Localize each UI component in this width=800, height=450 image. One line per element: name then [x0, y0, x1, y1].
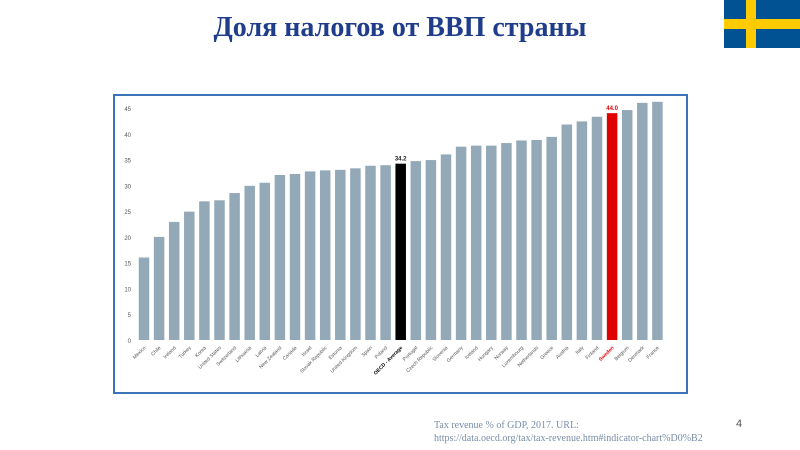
data-label: 44.0 [606, 106, 618, 112]
bar-lithuania [244, 185, 255, 340]
bar-slovenia [440, 154, 452, 340]
bars: 34.2 44.0 [138, 101, 663, 341]
y-tick-label: 45 [124, 107, 131, 113]
bar-netherlands [531, 139, 542, 340]
y-tick-label: 15 [124, 262, 131, 268]
bar-luxembourg [516, 140, 527, 340]
chart-frame: 0 5 10 15 20 25 30 35 40 45 34.2 44.0 Mexico Chile I… [113, 94, 688, 394]
bar-germany [455, 146, 467, 340]
bar-portugal [410, 161, 422, 340]
bar-switzerland [229, 193, 240, 340]
source-url: https://data.oecd.org/tax/tax-revenue.ht… [434, 433, 703, 444]
x-tick-label: Italy [575, 345, 586, 356]
bar-oecd-average [395, 163, 406, 340]
bar-turkey [184, 211, 195, 340]
y-tick-label: 10 [124, 287, 131, 293]
bar-korea [199, 201, 210, 340]
bar-norway [501, 143, 512, 340]
bar-mexico [138, 257, 150, 340]
bar-greece [546, 136, 557, 340]
bar-ireland [168, 221, 180, 340]
bar-new-zealand [274, 175, 286, 340]
data-label: 34.2 [395, 157, 407, 163]
y-tick-label: 0 [128, 339, 132, 345]
bar-spain [365, 165, 376, 340]
bar-austria [561, 124, 573, 341]
bar-latvia [259, 182, 271, 340]
y-axis: 0 5 10 15 20 25 30 35 40 45 [124, 107, 131, 345]
bar-united-states [214, 200, 225, 340]
source-line-1: Tax revenue % of GDP, 2017. URL: [434, 420, 579, 431]
page-number: 4 [736, 418, 743, 430]
bar-united-kingdom [350, 168, 361, 340]
bar-denmark [637, 102, 648, 340]
flag-cross-horizontal [724, 19, 800, 29]
bar-sweden [606, 113, 618, 341]
y-tick-label: 35 [124, 159, 131, 165]
source-citation: Tax revenue % of GDP, 2017. URL: https:/… [434, 419, 800, 445]
bar-finland [591, 116, 603, 341]
bar-poland [380, 165, 391, 340]
bar-canada [289, 173, 301, 340]
y-tick-label: 25 [124, 210, 131, 216]
bar-france [652, 101, 663, 341]
bar-belgium [621, 110, 633, 340]
y-tick-label: 40 [124, 133, 131, 139]
flag-cross-vertical [746, 0, 756, 48]
bar-slovak-republic [319, 170, 331, 340]
bar-israel [304, 171, 316, 340]
bar-chile [153, 236, 165, 340]
sweden-flag-icon [724, 0, 800, 48]
bar-iceland [470, 145, 482, 340]
y-tick-label: 5 [128, 313, 132, 319]
bar-italy [576, 121, 588, 340]
y-tick-label: 20 [124, 236, 131, 242]
bar-estonia [335, 169, 346, 340]
bar-czech-republic [425, 160, 437, 340]
bar-hungary [486, 145, 497, 340]
y-tick-label: 30 [124, 184, 131, 190]
slide-title: Доля налогов от ВВП страны [213, 12, 587, 43]
